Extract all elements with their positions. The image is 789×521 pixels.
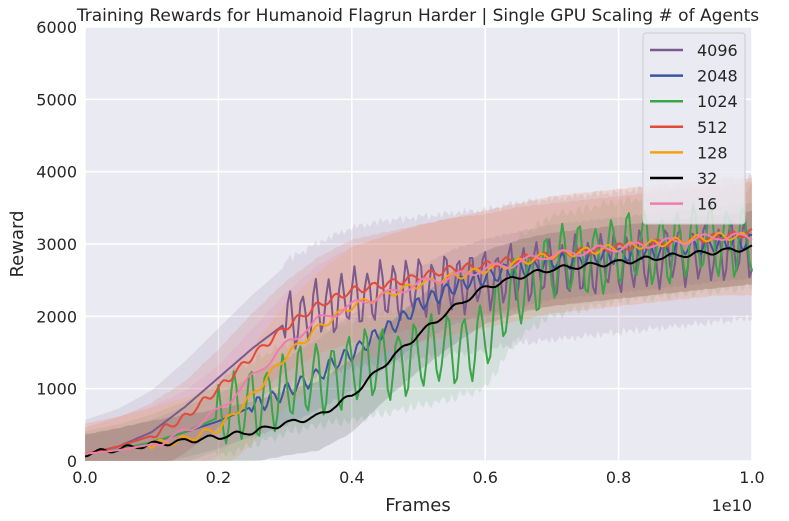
legend-label-128: 128 <box>697 143 728 162</box>
x-axis-label: Frames <box>385 495 450 516</box>
y-tick-label: 5000 <box>36 90 77 109</box>
legend: 4096 2048 1024 512 128 32 16 <box>642 32 746 225</box>
x-tick-label: 0.4 <box>339 468 364 487</box>
y-tick-label: 6000 <box>36 18 77 37</box>
y-tick-label: 3000 <box>36 235 77 254</box>
legend-label-4096: 4096 <box>697 41 738 60</box>
legend-label-2048: 2048 <box>697 67 738 86</box>
legend-label-1024: 1024 <box>697 92 738 111</box>
band-4096 <box>85 174 752 461</box>
legend-label-16: 16 <box>697 195 717 214</box>
series-line-32 <box>84 244 753 458</box>
tick-labels: 0.0 0.2 0.4 0.6 0.8 1.0 0 1000 2000 3000 4000 5000 6… <box>36 18 764 487</box>
x-tick-label: 1.0 <box>739 468 764 487</box>
legend-box <box>642 32 746 225</box>
series-line-512 <box>84 228 753 455</box>
x-tick-label: 0.0 <box>72 468 97 487</box>
series-line-16 <box>84 232 753 455</box>
chart-title: Training Rewards for Humanoid Flagrun Ha… <box>76 6 759 26</box>
y-tick-label: 0 <box>67 452 77 471</box>
band-16 <box>85 177 752 461</box>
x-tick-label: 0.6 <box>472 468 497 487</box>
y-tick-label: 1000 <box>36 380 77 399</box>
y-tick-label: 2000 <box>36 307 77 326</box>
y-tick-label: 4000 <box>36 163 77 182</box>
y-axis-label: Reward <box>7 210 28 277</box>
legend-label-32: 32 <box>697 169 717 188</box>
series-line-128 <box>84 231 753 455</box>
x-tick-label: 0.2 <box>206 468 231 487</box>
series-lines <box>84 203 753 458</box>
x-offset-label: 1e10 <box>712 496 752 515</box>
x-tick-label: 0.8 <box>606 468 631 487</box>
legend-label-512: 512 <box>697 118 728 137</box>
